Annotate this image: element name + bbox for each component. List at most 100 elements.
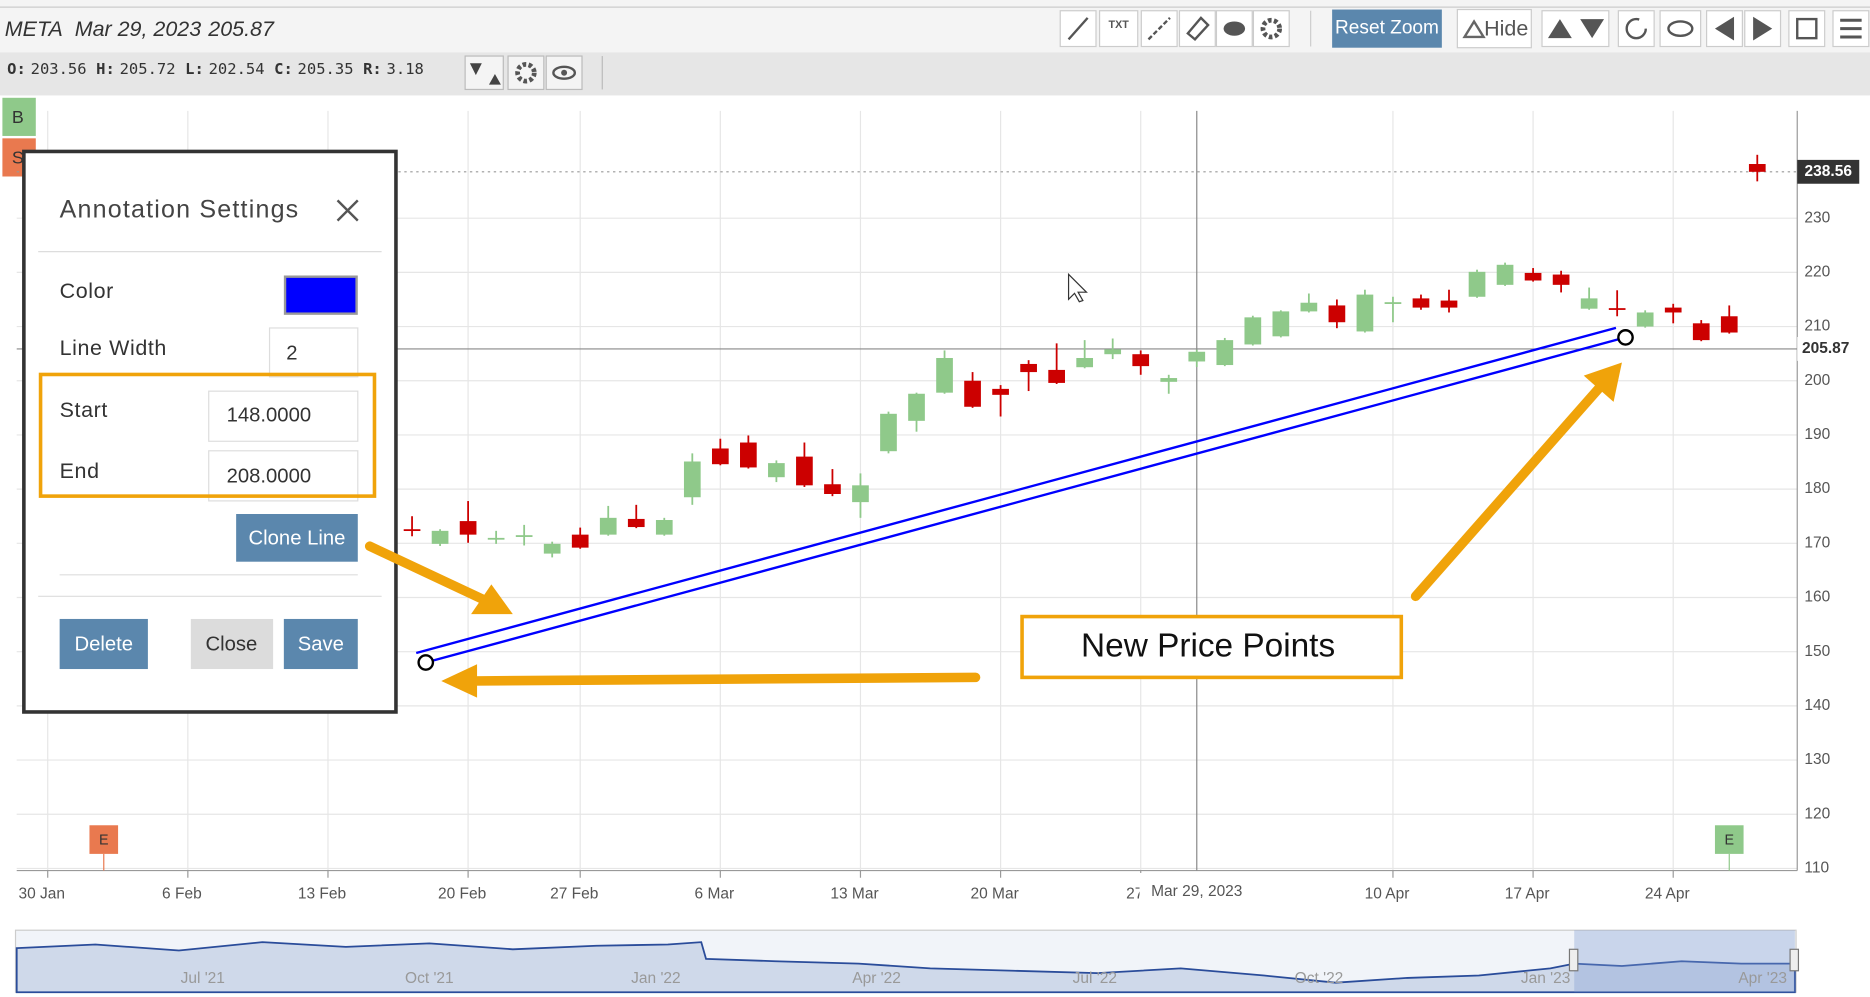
up-down-button[interactable] bbox=[1541, 10, 1610, 48]
x-tick-label: 17 Apr bbox=[1505, 886, 1550, 903]
buy-label: B bbox=[12, 107, 24, 127]
y-tick-label: 150 bbox=[1804, 643, 1830, 660]
save-label: Save bbox=[298, 634, 344, 656]
eye-button[interactable] bbox=[1659, 10, 1702, 48]
trendline-end[interactable] bbox=[1617, 329, 1634, 346]
ohlc-label: R: bbox=[363, 60, 382, 78]
candle-body bbox=[1524, 272, 1542, 281]
candle-body bbox=[403, 529, 421, 532]
candle-body bbox=[627, 518, 645, 528]
candle-body bbox=[1048, 369, 1065, 383]
trendline-start[interactable] bbox=[417, 654, 435, 671]
candle-body bbox=[1132, 354, 1150, 367]
trendline bbox=[425, 336, 1626, 664]
candle-body bbox=[1216, 340, 1234, 366]
arrow-head bbox=[441, 664, 478, 698]
start-input[interactable] bbox=[208, 390, 359, 442]
x-tick-label: 10 Apr bbox=[1365, 886, 1410, 903]
close-icon[interactable] bbox=[336, 199, 359, 222]
candle-body bbox=[1244, 317, 1262, 345]
icon bbox=[1840, 18, 1862, 39]
y-tick-label: 180 bbox=[1804, 480, 1830, 497]
start-value: 148.0000 bbox=[227, 405, 312, 427]
ohlc-label: L: bbox=[185, 60, 204, 78]
y-tick-label: 160 bbox=[1804, 589, 1830, 606]
candle-body bbox=[852, 485, 869, 503]
icon bbox=[1223, 21, 1246, 36]
x-tick-label: 13 Feb bbox=[298, 886, 346, 903]
candle-body bbox=[1468, 271, 1486, 297]
navigator-handle[interactable] bbox=[1789, 948, 1800, 972]
candle-body bbox=[1692, 323, 1710, 341]
icon bbox=[1260, 17, 1283, 40]
navigator-selection[interactable] bbox=[1574, 930, 1795, 993]
ohlc-value: 205.35 bbox=[298, 60, 354, 78]
dialog-title: Annotation Settings bbox=[60, 196, 300, 224]
event-label: E bbox=[1724, 833, 1734, 849]
candle-body bbox=[459, 521, 477, 535]
candle-body bbox=[655, 520, 673, 535]
event-marker[interactable] bbox=[89, 825, 119, 854]
crosshair-date-label: Mar 29, 2023 bbox=[1151, 883, 1242, 900]
mouse-cursor bbox=[1067, 272, 1088, 303]
settings-button[interactable] bbox=[507, 55, 545, 91]
icon bbox=[1547, 19, 1572, 39]
clone-button[interactable] bbox=[236, 514, 358, 562]
delete-button[interactable] bbox=[59, 618, 148, 670]
start-label: Start bbox=[60, 398, 108, 422]
reset-zoom-button[interactable] bbox=[1332, 9, 1442, 48]
candle-body bbox=[768, 463, 785, 478]
ohlc-tools[interactable] bbox=[464, 55, 603, 91]
candle-body bbox=[683, 461, 701, 498]
ohlc-value: 205.72 bbox=[120, 60, 176, 78]
settings-tool[interactable] bbox=[1252, 10, 1290, 48]
eraser-tool[interactable] bbox=[1178, 10, 1216, 48]
save-button[interactable] bbox=[283, 618, 358, 670]
end-input[interactable] bbox=[208, 450, 359, 502]
icon bbox=[1186, 16, 1210, 41]
candle-body bbox=[1552, 274, 1570, 285]
eye-tool[interactable] bbox=[1215, 10, 1253, 48]
callout-box bbox=[1020, 614, 1404, 680]
icon bbox=[1462, 19, 1486, 39]
icon bbox=[1067, 17, 1089, 41]
candle-body bbox=[1020, 363, 1037, 373]
icon bbox=[1714, 16, 1735, 41]
buy-button[interactable] bbox=[2, 97, 36, 136]
crosshair-date-tag bbox=[1139, 872, 1255, 897]
date: Mar 29, 2023 bbox=[75, 16, 201, 40]
close-button[interactable] bbox=[190, 618, 274, 670]
price: 205.87 bbox=[207, 16, 275, 40]
text-tool[interactable] bbox=[1098, 10, 1139, 48]
candle-body bbox=[1356, 294, 1374, 332]
y-tick-label: 140 bbox=[1804, 697, 1830, 714]
candle-body bbox=[431, 530, 449, 544]
callout-text: New Price Points bbox=[1081, 627, 1335, 664]
ohlc-value: 3.18 bbox=[387, 60, 424, 78]
navigator-handle[interactable] bbox=[1568, 948, 1579, 972]
close-label: Close bbox=[205, 634, 257, 656]
navigator-label: Jul '22 bbox=[1073, 970, 1117, 987]
y-tick-label: 200 bbox=[1804, 372, 1830, 389]
x-tick-label: 6 Feb bbox=[162, 886, 202, 903]
event-marker[interactable] bbox=[1714, 825, 1744, 854]
icon bbox=[561, 69, 568, 76]
popout-button[interactable] bbox=[1788, 10, 1826, 48]
arrow-head bbox=[471, 584, 513, 615]
candle-body bbox=[1748, 164, 1766, 172]
navigator-label: Jan '22 bbox=[631, 970, 681, 987]
trendline bbox=[415, 326, 1617, 655]
icon bbox=[1796, 17, 1818, 40]
x-tick-label: 13 Mar bbox=[830, 886, 878, 903]
candle-body bbox=[1104, 349, 1122, 355]
candle-body bbox=[1328, 305, 1346, 323]
line-width-input[interactable] bbox=[268, 327, 359, 378]
color-swatch[interactable] bbox=[283, 275, 358, 315]
x-tick-label: 30 Jan bbox=[18, 886, 65, 903]
y-tick-label: 130 bbox=[1804, 751, 1830, 768]
refresh-button[interactable] bbox=[1617, 10, 1655, 48]
x-tick-label: 20 Feb bbox=[438, 886, 486, 903]
navigator-area bbox=[15, 941, 1796, 994]
crosshair-price-tag bbox=[1797, 337, 1865, 361]
delete-label: Delete bbox=[74, 634, 133, 656]
